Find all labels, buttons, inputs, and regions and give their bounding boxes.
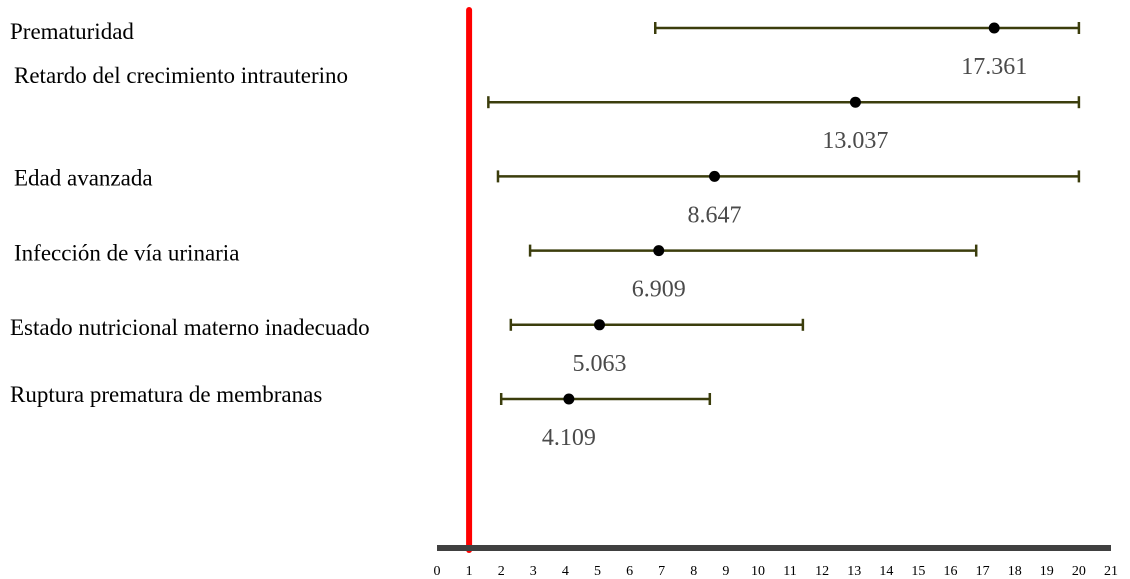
x-tick-label: 12 (815, 564, 829, 579)
ci-row: 6.909 (528, 244, 978, 303)
x-tick-label: 3 (530, 564, 537, 579)
x-tick-label: 21 (1104, 564, 1118, 579)
x-tick-label: 15 (911, 564, 925, 579)
x-tick-label: 18 (1008, 564, 1022, 579)
category-label: Retardo del crecimiento intrauterino (14, 63, 348, 88)
x-tick-label: 19 (1040, 564, 1054, 579)
x-tick-label: 1 (466, 564, 473, 579)
ci-row: 8.647 (496, 170, 1081, 228)
category-label: Infección de vía urinaria (14, 241, 239, 266)
x-tick-label: 17 (976, 564, 990, 579)
point-estimate (849, 96, 861, 108)
x-tick-label: 16 (944, 564, 958, 579)
ci-row: 13.037 (487, 96, 1081, 154)
x-tick-label: 20 (1072, 564, 1086, 579)
value-label: 6.909 (632, 277, 686, 303)
x-tick-label: 8 (690, 564, 697, 579)
category-label: Edad avanzada (14, 165, 153, 190)
value-label: 4.109 (542, 425, 596, 451)
point-estimate (709, 170, 721, 182)
confidence-intervals: 17.361 13.037 8.647 6.909 5.063 4.109 (487, 22, 1081, 451)
x-tick-label: 0 (434, 564, 441, 579)
ci-row: 5.063 (509, 318, 805, 377)
x-tick-label: 4 (562, 564, 569, 579)
category-labels: Prematuridad Retardo del crecimiento intr… (10, 19, 370, 407)
point-estimate (563, 393, 575, 405)
value-label: 5.063 (572, 351, 626, 377)
value-label: 13.037 (822, 128, 888, 154)
value-label: 17.361 (961, 54, 1027, 80)
x-tick-label: 5 (594, 564, 601, 579)
ci-row: 17.361 (653, 22, 1081, 80)
x-tick-label: 6 (626, 564, 633, 579)
value-label: 8.647 (688, 202, 742, 228)
ci-row: 4.109 (499, 393, 712, 451)
category-label: Estado nutricional materno inadecuado (10, 315, 370, 340)
point-estimate (593, 319, 605, 331)
x-tick-label: 2 (498, 564, 505, 579)
point-estimate (653, 245, 665, 257)
x-tick-label: 9 (722, 564, 729, 579)
point-estimate (988, 22, 1000, 34)
x-tick-label: 7 (658, 564, 665, 579)
category-label: Ruptura prematura de membranas (10, 382, 322, 407)
x-axis-ticks: 0 1 2 3 4 5 6 7 8 9 10 11 12 13 14 15 16 17 18 19 20 21 (434, 564, 1119, 579)
x-tick-label: 11 (783, 564, 796, 579)
x-tick-label: 14 (879, 564, 893, 579)
x-tick-label: 10 (751, 564, 765, 579)
category-label: Prematuridad (10, 19, 134, 44)
x-tick-label: 13 (847, 564, 861, 579)
